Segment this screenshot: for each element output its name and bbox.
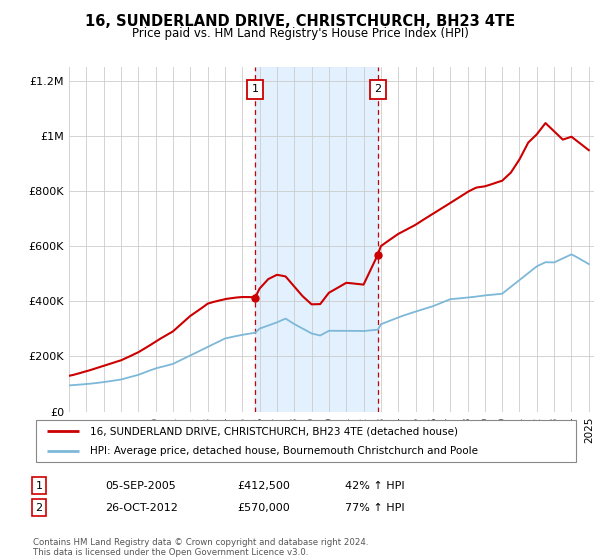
- Text: 42% ↑ HPI: 42% ↑ HPI: [345, 480, 404, 491]
- Text: £412,500: £412,500: [237, 480, 290, 491]
- Text: 2: 2: [35, 503, 43, 513]
- Text: 16, SUNDERLAND DRIVE, CHRISTCHURCH, BH23 4TE: 16, SUNDERLAND DRIVE, CHRISTCHURCH, BH23…: [85, 14, 515, 29]
- Text: 77% ↑ HPI: 77% ↑ HPI: [345, 503, 404, 513]
- Text: 2: 2: [374, 84, 382, 94]
- FancyBboxPatch shape: [36, 420, 576, 462]
- Text: HPI: Average price, detached house, Bournemouth Christchurch and Poole: HPI: Average price, detached house, Bour…: [90, 446, 478, 456]
- Text: 1: 1: [35, 480, 43, 491]
- Text: £570,000: £570,000: [237, 503, 290, 513]
- Text: 1: 1: [252, 84, 259, 94]
- Text: 16, SUNDERLAND DRIVE, CHRISTCHURCH, BH23 4TE (detached house): 16, SUNDERLAND DRIVE, CHRISTCHURCH, BH23…: [90, 426, 458, 436]
- Text: 26-OCT-2012: 26-OCT-2012: [105, 503, 178, 513]
- Bar: [255, 67, 378, 412]
- Text: Contains HM Land Registry data © Crown copyright and database right 2024.
This d: Contains HM Land Registry data © Crown c…: [33, 538, 368, 557]
- Text: 05-SEP-2005: 05-SEP-2005: [105, 480, 176, 491]
- Text: Price paid vs. HM Land Registry's House Price Index (HPI): Price paid vs. HM Land Registry's House …: [131, 27, 469, 40]
